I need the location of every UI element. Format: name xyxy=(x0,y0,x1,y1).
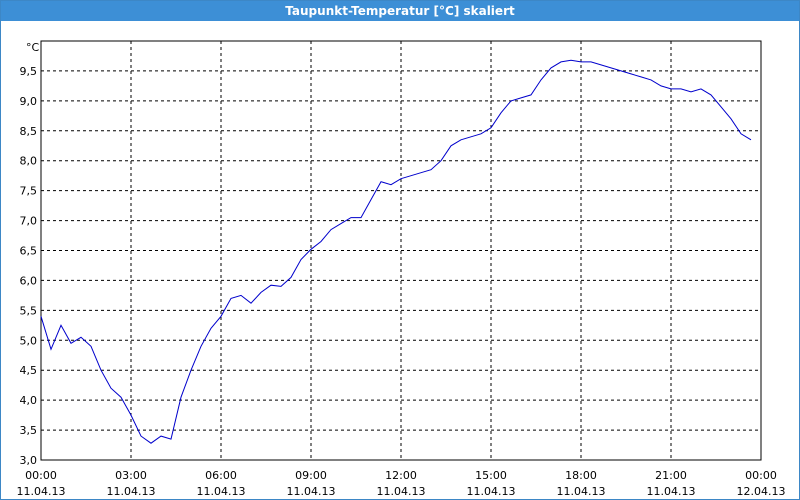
x-tick-time-label: 12:00 xyxy=(385,469,417,482)
x-tick-time-label: 18:00 xyxy=(565,469,597,482)
x-tick-time-label: 15:00 xyxy=(475,469,507,482)
x-axis-ticks: 00:00 11.04.13 03:00 11.04.13 06:00 11.04.13 0… xyxy=(17,469,786,498)
x-tick-date-label: 11.04.13 xyxy=(17,485,66,498)
x-tick-time-label: 00:00 xyxy=(745,469,777,482)
x-tick-date-label: 11.04.13 xyxy=(197,485,246,498)
y-tick-label: 6,0 xyxy=(20,274,38,287)
x-tick-time-label: 00:00 xyxy=(25,469,57,482)
grid-lines xyxy=(41,41,761,460)
y-tick-label: 5,5 xyxy=(20,304,38,317)
x-tick-date-label: 12.04.13 xyxy=(737,485,786,498)
x-tick-date-label: 11.04.13 xyxy=(107,485,156,498)
x-tick-time-label: 21:00 xyxy=(655,469,687,482)
dew-point-chart: 3,0 3,5 4,0 4,5 5,0 5,5 6,0 6,5 7,0 7,5 8,0 8,5 9,0 9… xyxy=(17,40,786,498)
y-axis-unit: °C xyxy=(26,41,40,54)
x-tick-date-label: 11.04.13 xyxy=(467,485,516,498)
x-tick-date-label: 11.04.13 xyxy=(647,485,696,498)
x-tick-date-label: 11.04.13 xyxy=(377,485,426,498)
y-tick-label: 3,0 xyxy=(20,454,38,467)
x-tick-date-label: 11.04.13 xyxy=(557,485,606,498)
y-tick-label: 7,0 xyxy=(20,215,38,228)
window-title: Taupunkt-Temperatur [°C] skaliert xyxy=(1,1,799,21)
y-tick-label: 4,0 xyxy=(20,394,38,407)
y-tick-label: 3,5 xyxy=(20,424,38,437)
y-tick-label: 4,5 xyxy=(20,364,38,377)
y-tick-label: 8,5 xyxy=(20,125,38,138)
x-tick-date-label: 11.04.13 xyxy=(287,485,336,498)
y-tick-label: 9,0 xyxy=(20,95,38,108)
y-tick-label: 5,0 xyxy=(20,334,38,347)
y-axis-ticks: 3,0 3,5 4,0 4,5 5,0 5,5 6,0 6,5 7,0 7,5 8,0 8,5 9,0 9… xyxy=(20,65,38,467)
dew-point-series-line xyxy=(40,59,752,444)
y-tick-label: 9,5 xyxy=(20,65,38,78)
y-tick-label: 8,0 xyxy=(20,155,38,168)
x-tick-time-label: 03:00 xyxy=(115,469,147,482)
x-tick-time-label: 09:00 xyxy=(295,469,327,482)
y-tick-label: 6,5 xyxy=(20,245,38,258)
y-tick-label: 7,5 xyxy=(20,185,38,198)
x-tick-time-label: 06:00 xyxy=(205,469,237,482)
